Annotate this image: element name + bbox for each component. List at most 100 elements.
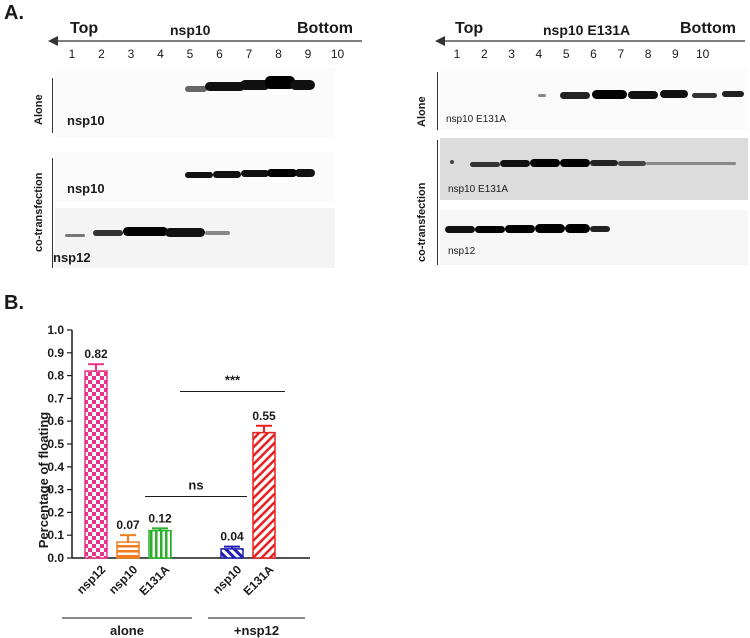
bar: [252, 431, 276, 559]
band: [530, 159, 560, 167]
right-alone-bracket: [437, 72, 438, 130]
band: [628, 91, 658, 99]
lane-number: 4: [157, 47, 164, 61]
left-blot-group: Top nsp10 Bottom 1 2 3 4 5 6 7 8 9 10 nsp10 Alone…: [0, 0, 375, 280]
y-tick-label: 0.6: [47, 414, 64, 428]
y-tick-label: 0.7: [47, 391, 64, 405]
band: [290, 80, 315, 90]
lane-number: 3: [508, 47, 515, 61]
band: [241, 170, 269, 177]
lane-number: 6: [216, 47, 223, 61]
lane-number: 5: [186, 47, 194, 61]
left-cotrans-nsp12-blot: nsp12: [53, 208, 335, 268]
lane-number: 1: [68, 47, 76, 61]
lane-number: 6: [590, 47, 597, 61]
x-tick-label: E131A: [240, 562, 276, 598]
y-tick-label: 0.3: [47, 483, 64, 497]
band: [93, 230, 123, 236]
band: [565, 224, 590, 233]
bar-value-label: 0.12: [148, 511, 172, 525]
right-cotrans-nsp10-blot: nsp10 E131A: [440, 138, 748, 200]
bar: [220, 548, 244, 559]
band: [205, 231, 230, 235]
band: [660, 90, 688, 98]
left-direction-arrow: [48, 36, 362, 46]
y-tick-label: 0.9: [47, 346, 64, 360]
right-alone-blot: nsp10 E131A: [440, 68, 748, 130]
y-tick-label: 0.5: [47, 437, 64, 451]
lane-number: 3: [127, 47, 135, 61]
y-tick-label: 0.2: [47, 505, 64, 519]
floating-percentage-chart: Percentage of floating 0.0 0.1 0.2 0.3 0.4 0.…: [36, 323, 310, 638]
band: [535, 224, 565, 233]
lane-number: 2: [98, 47, 105, 61]
right-top-label: Top: [455, 20, 484, 37]
band: [500, 160, 530, 167]
left-top-label: Top: [70, 20, 99, 37]
right-blot-title: nsp10 E131A: [543, 22, 631, 38]
left-alone-blot: nsp10: [55, 68, 335, 138]
band: [505, 225, 535, 233]
significance-label: ns: [188, 477, 203, 492]
band: [646, 162, 736, 165]
x-tick-label: nsp10: [210, 562, 245, 597]
panel-a-label: A.: [4, 2, 24, 24]
band: [445, 226, 475, 233]
left-cotrans-bracket: [52, 158, 53, 268]
lane-number: 7: [617, 47, 625, 61]
y-tick-label: 0.1: [47, 528, 64, 542]
left-alone-protein-label: nsp10: [67, 113, 105, 128]
right-blot-group: Top nsp10 E131A Bottom 1 2 3 4 5 6 7 8 9 10 nsp10…: [0, 0, 750, 280]
x-tick-label: nsp10: [106, 562, 141, 597]
group-label: alone: [110, 623, 144, 638]
lane-number: 9: [672, 47, 679, 61]
bar: [116, 541, 140, 559]
band: [618, 161, 646, 166]
band: [722, 91, 744, 97]
band: [560, 159, 590, 167]
band: [213, 171, 241, 178]
significance-label: ***: [225, 373, 241, 388]
lane-number: 8: [275, 47, 282, 61]
left-cotrans-nsp12-label: nsp12: [53, 250, 91, 265]
band: [185, 172, 213, 178]
x-tick-label: nsp12: [74, 562, 109, 597]
band: [165, 228, 205, 237]
band: [590, 226, 610, 232]
band: [475, 226, 505, 233]
lane-number: 7: [245, 47, 253, 61]
right-direction-arrow: [435, 36, 745, 46]
band: [692, 93, 717, 98]
lane-number: 10: [330, 47, 345, 61]
left-bottom-label: Bottom: [297, 20, 353, 37]
band: [538, 94, 546, 97]
bar-value-label: 0.04: [220, 530, 244, 544]
bar-value-label: 0.07: [116, 518, 140, 532]
lane-number: 2: [480, 47, 488, 61]
panel-b-label: B.: [4, 292, 24, 314]
right-alone-protein-label: nsp10 E131A: [446, 114, 507, 125]
right-cotrans-nsp10-label: nsp10 E131A: [448, 184, 509, 195]
band: [450, 160, 454, 164]
right-bottom-label: Bottom: [680, 20, 736, 37]
band: [590, 160, 618, 166]
left-cotrans-nsp10-blot: nsp10: [55, 152, 335, 202]
bar-value-label: 0.55: [252, 409, 276, 423]
right-cotrans-nsp12-label: nsp12: [448, 246, 476, 257]
y-tick-label: 0.8: [47, 369, 64, 383]
left-alone-bracket: [52, 78, 53, 133]
right-cotrans-nsp12-blot: nsp12: [440, 210, 748, 265]
y-tick-label: 0.0: [47, 551, 64, 565]
band: [295, 169, 315, 177]
band: [205, 82, 245, 91]
band: [123, 227, 168, 236]
lane-number: 10: [696, 47, 710, 61]
band: [265, 76, 295, 89]
left-blot-title: nsp10: [170, 22, 211, 38]
group-label: +nsp12: [234, 623, 279, 638]
band: [267, 169, 297, 177]
lane-number: 4: [535, 47, 543, 61]
right-alone-side-label: Alone: [416, 96, 428, 127]
y-tick-label: 0.4: [47, 460, 64, 474]
lane-number: 8: [644, 47, 652, 61]
